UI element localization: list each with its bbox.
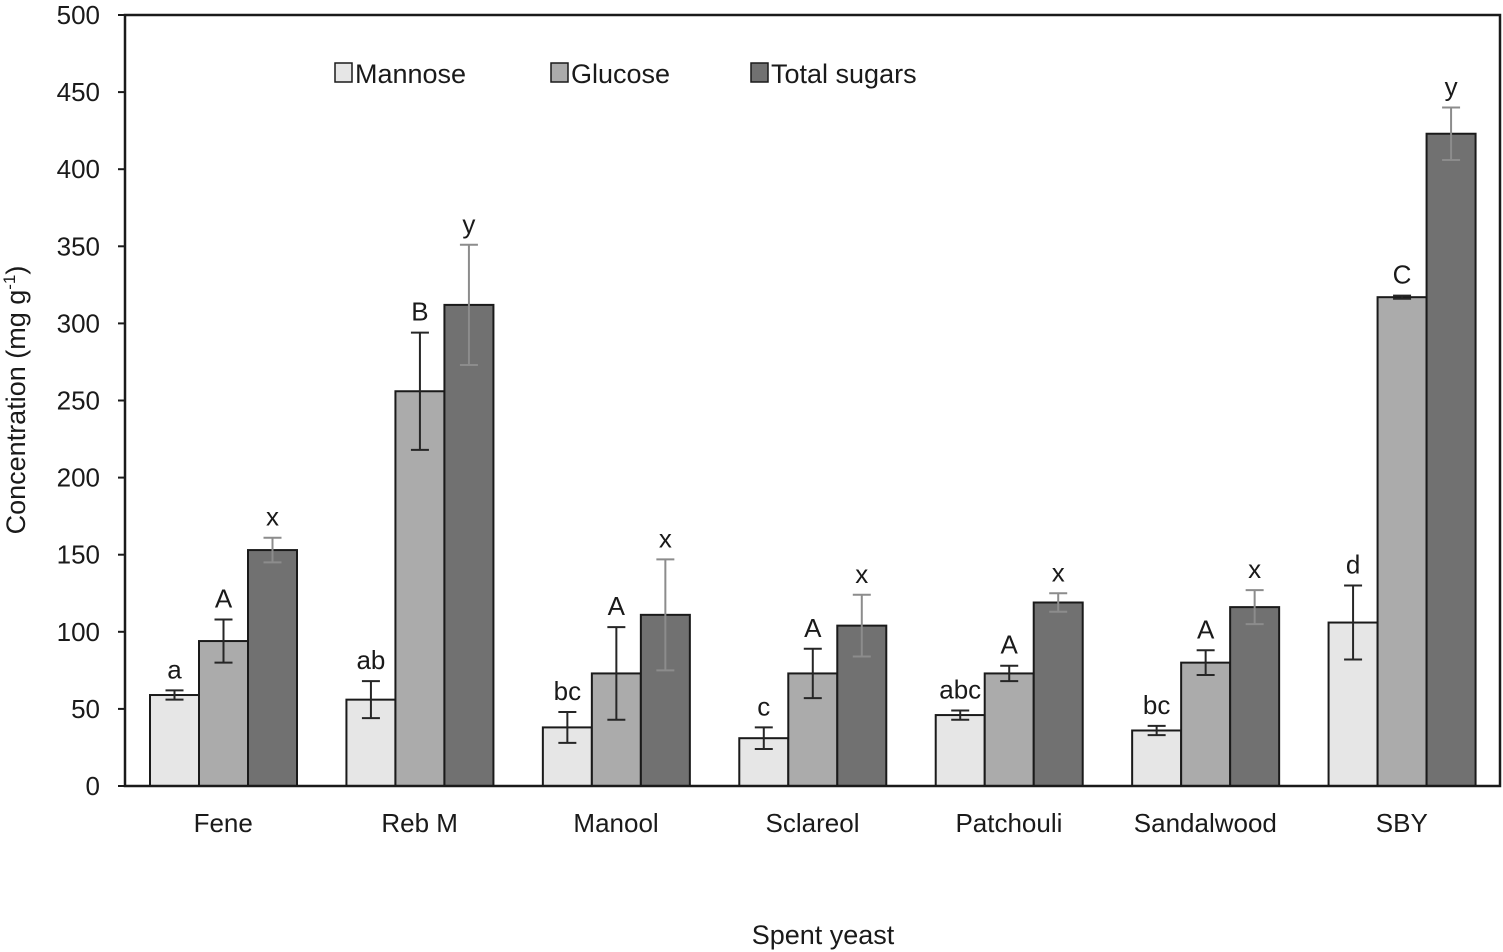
significance-letter: A bbox=[608, 591, 626, 621]
bar bbox=[247, 549, 298, 787]
significance-letter: y bbox=[462, 209, 475, 239]
legend-swatch bbox=[550, 62, 569, 83]
error-bars bbox=[165, 106, 1461, 750]
y-tick-label: 50 bbox=[71, 694, 100, 724]
y-tick-label: 400 bbox=[57, 154, 100, 184]
y-tick-label: 100 bbox=[57, 617, 100, 647]
y-tick-label: 200 bbox=[57, 463, 100, 493]
x-tick-label: Patchouli bbox=[955, 808, 1062, 838]
y-axis-title: Concentration (mg g-1) bbox=[0, 266, 31, 535]
y-tick-label: 150 bbox=[57, 540, 100, 570]
y-tick-label: 300 bbox=[57, 308, 100, 338]
x-tick-label: Fene bbox=[194, 808, 253, 838]
significance-letter: abc bbox=[939, 674, 981, 704]
significance-letter: d bbox=[1346, 550, 1360, 580]
significance-letter: A bbox=[804, 613, 822, 643]
bar bbox=[1131, 729, 1183, 787]
x-tick-label: Sandalwood bbox=[1134, 808, 1277, 838]
bars bbox=[149, 132, 1477, 788]
bar bbox=[443, 303, 495, 787]
y-axis-ticks: 0 50 100 150 200 250 300 350 400 450 500 bbox=[57, 0, 125, 801]
significance-letter: A bbox=[1001, 630, 1019, 660]
significance-letter: A bbox=[215, 583, 233, 613]
bar bbox=[149, 694, 200, 787]
significance-letter: B bbox=[411, 297, 428, 327]
x-axis-ticks: Fene Reb M Manool Sclareol Patchouli Sandalwo… bbox=[194, 808, 1428, 838]
significance-letter: A bbox=[1197, 614, 1215, 644]
bar bbox=[1032, 601, 1084, 788]
legend-label: Total sugars bbox=[771, 59, 917, 89]
bar bbox=[394, 390, 446, 787]
y-tick-label: 250 bbox=[57, 386, 100, 416]
bar bbox=[1425, 132, 1477, 787]
significance-letter: bc bbox=[554, 676, 581, 706]
significance-letter: ab bbox=[356, 645, 385, 675]
y-tick-label: 350 bbox=[57, 231, 100, 261]
x-tick-label: SBY bbox=[1376, 808, 1428, 838]
significance-letter: bc bbox=[1143, 690, 1170, 720]
x-tick-label: Sclareol bbox=[766, 808, 860, 838]
bar bbox=[1180, 661, 1232, 788]
x-tick-label: Manool bbox=[573, 808, 658, 838]
legend-label: Glucose bbox=[571, 59, 670, 89]
plot-area-frame bbox=[123, 13, 1502, 788]
significance-letter: x bbox=[266, 502, 279, 532]
bar bbox=[1229, 606, 1281, 787]
significance-letter: C bbox=[1393, 260, 1412, 290]
significance-letter: x bbox=[1052, 557, 1065, 587]
bar bbox=[934, 714, 986, 787]
significance-letter: y bbox=[1445, 72, 1458, 102]
x-tick-label: Reb M bbox=[381, 808, 458, 838]
y-tick-label: 500 bbox=[57, 0, 100, 30]
significance-letter: x bbox=[1248, 554, 1261, 584]
y-tick-label: 0 bbox=[86, 771, 100, 801]
significance-letters: a Ax ab By bc Ax c Ax abc Ax bc Ax d Cy bbox=[167, 72, 1457, 722]
legend-swatch bbox=[750, 62, 769, 83]
y-tick-label: 450 bbox=[57, 77, 100, 107]
legend: Mannose Glucose Total sugars bbox=[334, 59, 917, 89]
significance-letter: c bbox=[757, 691, 770, 721]
bar bbox=[198, 640, 249, 787]
legend-swatch bbox=[334, 62, 353, 83]
x-axis-title: Spent yeast bbox=[752, 920, 895, 950]
significance-letter: a bbox=[167, 654, 182, 684]
bar bbox=[1376, 296, 1428, 787]
significance-letter: x bbox=[855, 559, 868, 589]
legend-label: Mannose bbox=[355, 59, 466, 89]
significance-letter: x bbox=[659, 523, 672, 553]
bar bbox=[983, 672, 1035, 788]
